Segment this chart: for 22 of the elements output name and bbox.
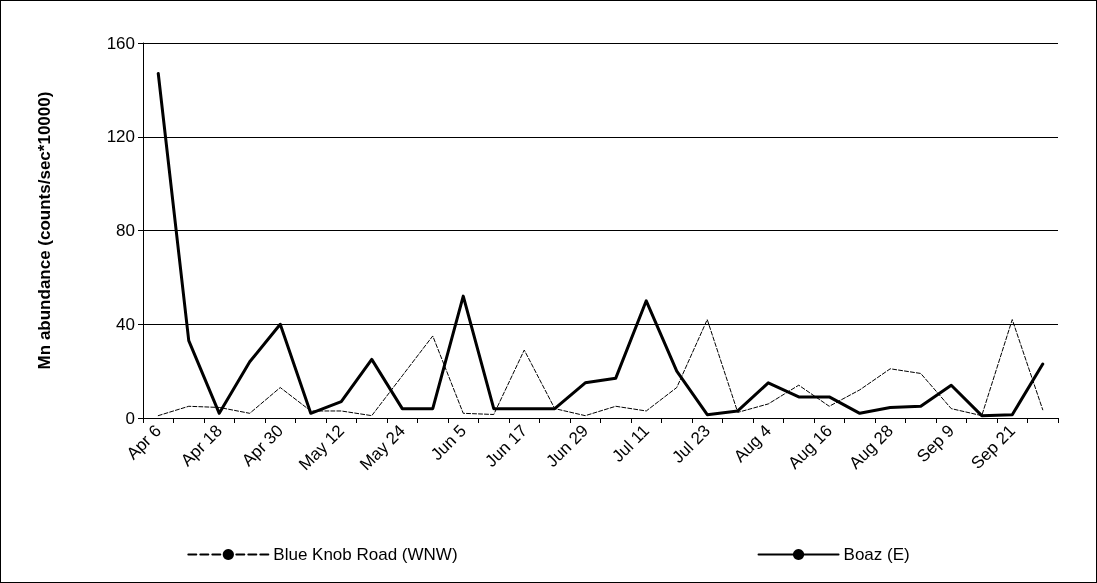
x-tick-label: Sep 21 <box>967 421 1019 473</box>
y-tick-label: 80 <box>116 221 135 240</box>
x-tick-label: Aug 16 <box>784 421 836 473</box>
x-tick-label: Apr 30 <box>238 421 287 471</box>
x-tick-label: Jun 5 <box>427 421 470 465</box>
x-tick-label: Aug 28 <box>845 421 897 473</box>
x-tick-label: May 12 <box>295 421 348 475</box>
x-tick-label: Jul 11 <box>608 421 653 466</box>
y-tick-label: 0 <box>125 408 135 428</box>
legend-label: Blue Knob Road (WNW) <box>273 545 458 564</box>
legend-label: Boaz (E) <box>843 545 910 564</box>
x-tick-label: Aug 4 <box>730 421 775 467</box>
x-tick-label: Sep 9 <box>913 421 958 467</box>
x-tick-label: May 24 <box>356 421 409 475</box>
x-tick-label: Apr 18 <box>177 421 226 471</box>
x-tick-label: Jul 23 <box>668 421 714 467</box>
x-tick-label: Jun 17 <box>481 421 531 471</box>
y-axis-title: Mn abundance (counts/sec*10000) <box>35 91 54 370</box>
x-tick-label: Jun 29 <box>542 421 592 471</box>
y-tick-label: 160 <box>106 33 135 53</box>
y-tick-label: 120 <box>106 127 135 147</box>
y-tick-label: 40 <box>116 314 135 334</box>
